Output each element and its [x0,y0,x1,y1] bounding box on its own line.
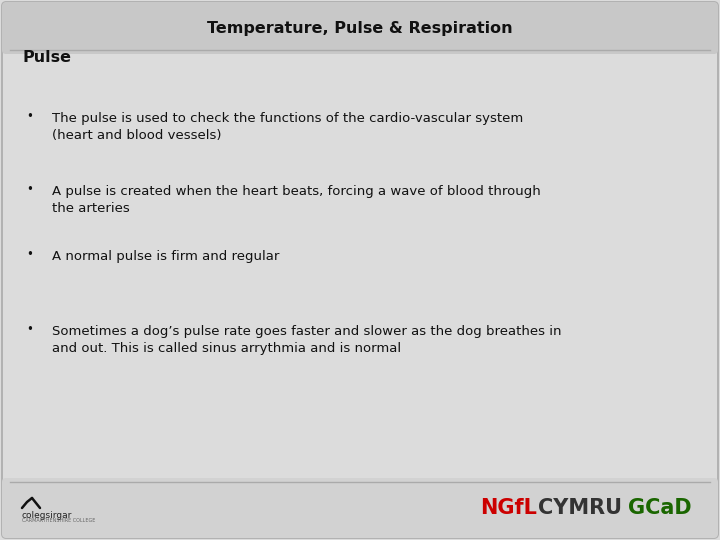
Text: GCaD: GCaD [628,498,692,518]
Text: •: • [27,323,33,336]
Text: The pulse is used to check the functions of the cardio-vascular system
(heart an: The pulse is used to check the functions… [52,112,523,142]
Text: NGfL: NGfL [480,498,537,518]
FancyBboxPatch shape [2,2,718,54]
Text: CYMRU: CYMRU [538,498,622,518]
Text: Sometimes a dog’s pulse rate goes faster and slower as the dog breathes in
and o: Sometimes a dog’s pulse rate goes faster… [52,325,562,355]
Text: •: • [27,183,33,196]
Text: Temperature, Pulse & Respiration: Temperature, Pulse & Respiration [207,21,513,36]
Bar [10,482,710,508]
Bar [10,28,710,50]
Text: •: • [27,248,33,261]
FancyBboxPatch shape [2,478,718,538]
Text: CARMARTHENSHIRE COLLEGE: CARMARTHENSHIRE COLLEGE [22,518,95,523]
Text: A normal pulse is firm and regular: A normal pulse is firm and regular [52,250,279,263]
Text: Pulse: Pulse [22,50,71,65]
Text: •: • [27,110,33,123]
Text: A pulse is created when the heart beats, forcing a wave of blood through
the art: A pulse is created when the heart beats,… [52,185,541,215]
Text: colegsirgar: colegsirgar [22,511,73,520]
